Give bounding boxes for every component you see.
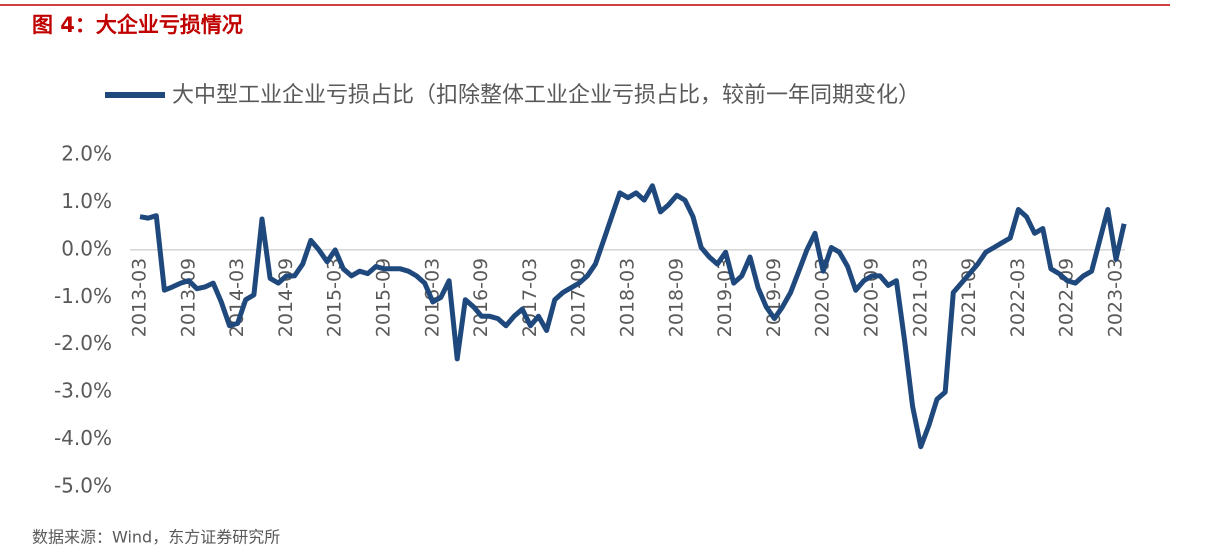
source-note: 数据来源：Wind，东方证券研究所	[32, 528, 280, 547]
x-tick-label: 2014-03	[226, 258, 248, 337]
x-tick-label: 2013-09	[177, 258, 199, 337]
y-tick-label: -1.0%	[54, 284, 112, 308]
chart-title: 图 4：大企业亏损情况	[32, 13, 243, 37]
x-tick-label: 2015-09	[372, 258, 394, 337]
data-line	[139, 183, 1127, 450]
x-tick-label: 2020-03	[812, 258, 834, 337]
x-tick-label: 2019-09	[763, 258, 785, 337]
x-tick-label: 2016-09	[470, 258, 492, 337]
y-tick-label: -5.0%	[54, 474, 112, 498]
legend-label: 大中型工业企业亏损占比（扣除整体工业企业亏损占比，较前一年同期变化）	[172, 83, 920, 108]
x-tick-label: 2017-09	[568, 258, 590, 337]
y-tick-label: -4.0%	[54, 426, 112, 450]
y-tick-label: -2.0%	[54, 331, 112, 355]
x-tick-label: 2021-03	[909, 258, 931, 337]
y-tick-label: -3.0%	[54, 379, 112, 403]
x-tick-label: 2014-09	[275, 258, 297, 337]
x-tick-label: 2015-03	[324, 258, 346, 337]
x-tick-label: 2018-03	[616, 258, 638, 337]
x-tick-label: 2021-09	[958, 258, 980, 337]
y-tick-label: 2.0%	[61, 142, 112, 166]
x-tick-label: 2022-09	[1056, 258, 1078, 337]
x-tick-label: 2022-03	[1007, 258, 1029, 337]
y-tick-label: 1.0%	[61, 189, 112, 213]
x-tick-label: 2013-03	[129, 258, 151, 337]
y-tick-label: 0.0%	[61, 236, 112, 260]
x-tick-label: 2023-03	[1104, 258, 1126, 337]
x-tick-label: 2020-09	[860, 258, 882, 337]
x-tick-label: 2018-09	[665, 258, 687, 337]
